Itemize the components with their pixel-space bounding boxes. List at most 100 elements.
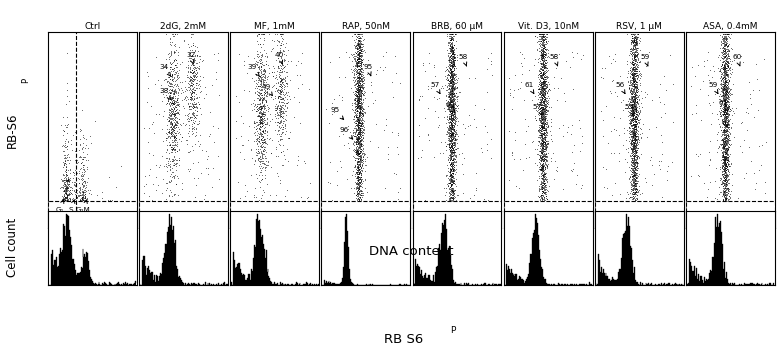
Point [446, 150, 459, 156]
Point [539, 114, 551, 119]
Point [540, 194, 552, 199]
Point [628, 68, 640, 74]
Point [720, 164, 732, 169]
Point [534, 91, 547, 97]
Bar [595, 201, 684, 228]
Point [629, 176, 641, 181]
Point [351, 183, 363, 189]
Point [633, 78, 645, 83]
Point [447, 170, 459, 176]
Point [446, 59, 459, 65]
Point [721, 159, 733, 165]
Point [631, 35, 644, 41]
Point [541, 100, 554, 105]
Point [356, 215, 369, 221]
Point [721, 159, 733, 165]
Point [627, 61, 640, 67]
Point [356, 57, 368, 63]
Point [74, 213, 87, 219]
Point [536, 91, 548, 97]
Point [347, 199, 360, 205]
Point [447, 104, 459, 109]
Point [253, 113, 265, 119]
Point [63, 218, 76, 224]
Point [66, 200, 79, 206]
Point [450, 90, 463, 96]
Point [718, 114, 730, 120]
Point [255, 80, 268, 86]
Point [629, 143, 642, 149]
Point [444, 42, 456, 47]
Point [718, 142, 730, 147]
Point [169, 130, 182, 136]
Point [627, 109, 640, 114]
Point [445, 31, 458, 37]
Point [533, 122, 545, 128]
Point [68, 209, 80, 215]
Point [292, 58, 304, 64]
Point [535, 72, 548, 78]
Point [722, 154, 734, 160]
Point [535, 193, 548, 199]
Point [535, 133, 548, 138]
Point [443, 135, 456, 140]
Point [722, 125, 734, 131]
Point [275, 69, 287, 75]
Point [353, 192, 366, 197]
Point [605, 192, 618, 198]
Point [716, 213, 729, 219]
Point [447, 189, 459, 195]
Point [353, 157, 366, 162]
Point [351, 52, 363, 57]
Point [633, 223, 645, 229]
Point [441, 206, 453, 212]
Point [626, 113, 638, 119]
Point [536, 55, 548, 61]
Point [533, 72, 545, 77]
Point [170, 110, 183, 115]
Point [59, 204, 72, 210]
Point [718, 148, 730, 154]
Point [536, 84, 548, 89]
Point [573, 207, 585, 212]
Point [256, 87, 268, 92]
Point [534, 122, 547, 128]
Point [720, 60, 732, 65]
Point [537, 196, 549, 202]
Point [630, 87, 643, 93]
Point [278, 108, 291, 113]
Point [347, 74, 360, 80]
Point [358, 168, 370, 174]
Point [355, 35, 367, 41]
Point [448, 136, 461, 142]
Point [277, 124, 289, 130]
Point [627, 75, 640, 81]
Point [446, 173, 459, 179]
Point [445, 141, 458, 147]
Point [537, 110, 549, 116]
Point [630, 49, 643, 55]
Point [350, 155, 363, 161]
Point [354, 81, 367, 87]
Point [537, 173, 549, 179]
Point [349, 214, 362, 219]
Point [717, 166, 729, 172]
Point [441, 74, 453, 79]
Point [718, 105, 730, 111]
Point [538, 199, 551, 205]
Point [534, 115, 547, 121]
Point [722, 112, 734, 118]
Point [629, 126, 642, 132]
Point [535, 215, 548, 221]
Point [350, 70, 363, 75]
Point [448, 85, 460, 91]
Point [626, 182, 639, 188]
Point [627, 78, 640, 83]
Point [447, 167, 459, 173]
Point [627, 112, 640, 118]
Point [183, 148, 196, 153]
Point [718, 62, 731, 68]
Point [445, 137, 458, 142]
Point [352, 115, 364, 121]
Point [627, 88, 640, 94]
